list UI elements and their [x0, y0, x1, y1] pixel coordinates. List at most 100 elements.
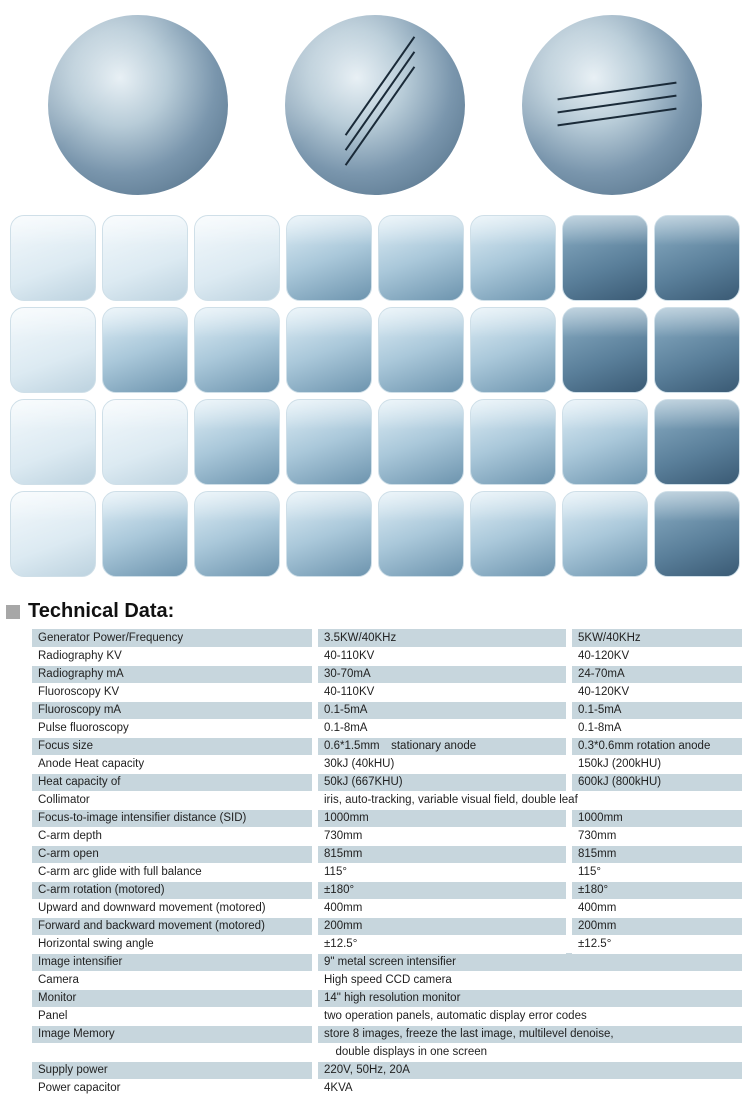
thumbnail-tile [654, 215, 740, 301]
spec-label: C-arm arc glide with full balance [32, 863, 312, 881]
spec-value-a: 115° [318, 863, 566, 881]
spec-label: Radiography KV [32, 647, 312, 665]
table-row: Pulse fluoroscopy0.1-8mA0.1-8mA [32, 719, 742, 737]
spec-value-b: 730mm [572, 827, 742, 845]
spec-label: Fluoroscopy mA [32, 701, 312, 719]
table-row: Heat capacity of 50kJ (667KHU) 600kJ (800k… [32, 773, 742, 791]
thumbnail-tile [562, 307, 648, 393]
spec-value: 4KVA [318, 1079, 742, 1097]
spec-value: 9" metal screen intensifier [318, 953, 742, 971]
section-heading: Technical Data: [28, 600, 174, 623]
spec-label: Panel [32, 1007, 312, 1025]
spec-label: C-arm open [32, 845, 312, 863]
table-row: Forward and backward movement (motored) 2… [32, 917, 742, 935]
thumbnail-tile [378, 399, 464, 485]
spec-value: 220V, 50Hz, 20A [318, 1061, 742, 1079]
thumbnail-tile [562, 399, 648, 485]
spec-value-b: ±180° [572, 881, 742, 899]
table-row: C-arm open 815mm 815mm [32, 845, 742, 863]
spec-label: Heat capacity of [32, 773, 312, 791]
spec-value-b: 400mm [572, 899, 742, 917]
thumbnail-tile [102, 399, 188, 485]
table-row: Focus-to-image intensifier distance (SID… [32, 809, 742, 827]
thumbnail-tile [102, 491, 188, 577]
spec-value-a: 400mm [318, 899, 566, 917]
thumbnail-tile [470, 399, 556, 485]
section-heading-row: Technical Data: [0, 592, 750, 629]
table-row: C-arm rotation (motored)±180°±180° [32, 881, 742, 899]
spec-label: Focus-to-image intensifier distance (SID… [32, 809, 312, 827]
spec-value-b: 815mm [572, 845, 742, 863]
spec-value-b: 0.3*0.6mm rotation anode [572, 737, 742, 755]
thumbnail-tile [102, 215, 188, 301]
spec-value-a: 30-70mA [318, 665, 566, 683]
thumbnail-tile [378, 307, 464, 393]
spec-value-a: 40-110KV [318, 647, 566, 665]
spec-value-a: 815mm [318, 845, 566, 863]
spec-label: Pulse fluoroscopy [32, 719, 312, 737]
spec-label: Camera [32, 971, 312, 989]
thumbnail-tile [194, 307, 280, 393]
technical-data-table: Generator Power/Frequency3.5KW/40KHz5KW/… [32, 629, 742, 1098]
table-row: Supply power 220V, 50Hz, 20A [32, 1061, 742, 1079]
table-row: Anode Heat capacity30kJ (40kHU)150kJ (20… [32, 755, 742, 773]
spec-label: Supply power [32, 1061, 312, 1079]
spec-label: C-arm rotation (motored) [32, 881, 312, 899]
spec-value: 14" high resolution monitor [318, 989, 742, 1007]
thumbnail-tile [102, 307, 188, 393]
thumbnail-tile [470, 307, 556, 393]
xray-image-1 [48, 15, 228, 195]
spec-value-b: 600kJ (800kHU) [572, 773, 742, 791]
spec-value-a: 200mm [318, 917, 566, 935]
xray-image-2 [285, 15, 465, 195]
thumbnail-tile [10, 215, 96, 301]
table-row: Fluoroscopy KV40-110KV40-120KV [32, 683, 742, 701]
spec-label: Forward and backward movement (motored) [32, 917, 312, 935]
table-row: Camera High speed CCD camera [32, 971, 742, 989]
spec-value-b: 24-70mA [572, 665, 742, 683]
thumbnail-tile [470, 491, 556, 577]
thumbnail-tile [562, 491, 648, 577]
spec-value: double displays in one screen [318, 1043, 742, 1061]
spec-value-a: 40-110KV [318, 683, 566, 701]
spec-value: High speed CCD camera [318, 971, 742, 989]
spec-label: Image intensifier [32, 953, 312, 971]
spec-value-a: 0.1-8mA [318, 719, 566, 737]
table-row: Fluoroscopy mA0.1-5mA0.1-5mA [32, 701, 742, 719]
spec-value-b: 150kJ (200kHU) [572, 755, 742, 773]
spec-value-b: 40-120KV [572, 647, 742, 665]
table-row: Image Memorystore 8 images, freeze the l… [32, 1025, 742, 1043]
spec-value-b: 5KW/40KHz [572, 629, 742, 647]
table-row: Focus size0.6*1.5mm stationary anode0.3*… [32, 737, 742, 755]
spec-label: Anode Heat capacity [32, 755, 312, 773]
thumbnail-tile [654, 491, 740, 577]
thumbnail-tile [10, 399, 96, 485]
spec-value: iris, auto-tracking, variable visual fie… [318, 791, 742, 809]
spec-label: Horizontal swing angle [32, 935, 312, 953]
table-row: Collimator iris, auto-tracking, variable … [32, 791, 742, 809]
spec-value-a: 730mm [318, 827, 566, 845]
thumbnail-tile [470, 215, 556, 301]
spec-label: Collimator [32, 791, 312, 809]
table-row: Horizontal swing angle±12.5°±12.5° [32, 935, 742, 953]
table-row: Image intensifier 9" metal screen intensi… [32, 953, 742, 971]
thumbnail-tile [654, 399, 740, 485]
xray-circle-row [0, 0, 750, 210]
table-row: double displays in one screen [32, 1043, 742, 1061]
spec-value-a: 50kJ (667KHU) [318, 773, 566, 791]
thumbnail-tile [286, 307, 372, 393]
spec-label: Focus size [32, 737, 312, 755]
table-row: Upward and downward movement (motored) 40… [32, 899, 742, 917]
spec-value-b: 200mm [572, 917, 742, 935]
spec-label: Fluoroscopy KV [32, 683, 312, 701]
thumbnail-tile [378, 215, 464, 301]
thumbnail-tile [286, 215, 372, 301]
spec-label: Upward and downward movement (motored) [32, 899, 312, 917]
thumbnail-tile [10, 491, 96, 577]
spec-label [32, 1043, 312, 1061]
thumbnail-tile [286, 491, 372, 577]
thumbnail-tile [562, 215, 648, 301]
spec-label: Power capacitor [32, 1079, 312, 1097]
thumbnail-tile [378, 491, 464, 577]
spec-value-b: 115° [572, 863, 742, 881]
